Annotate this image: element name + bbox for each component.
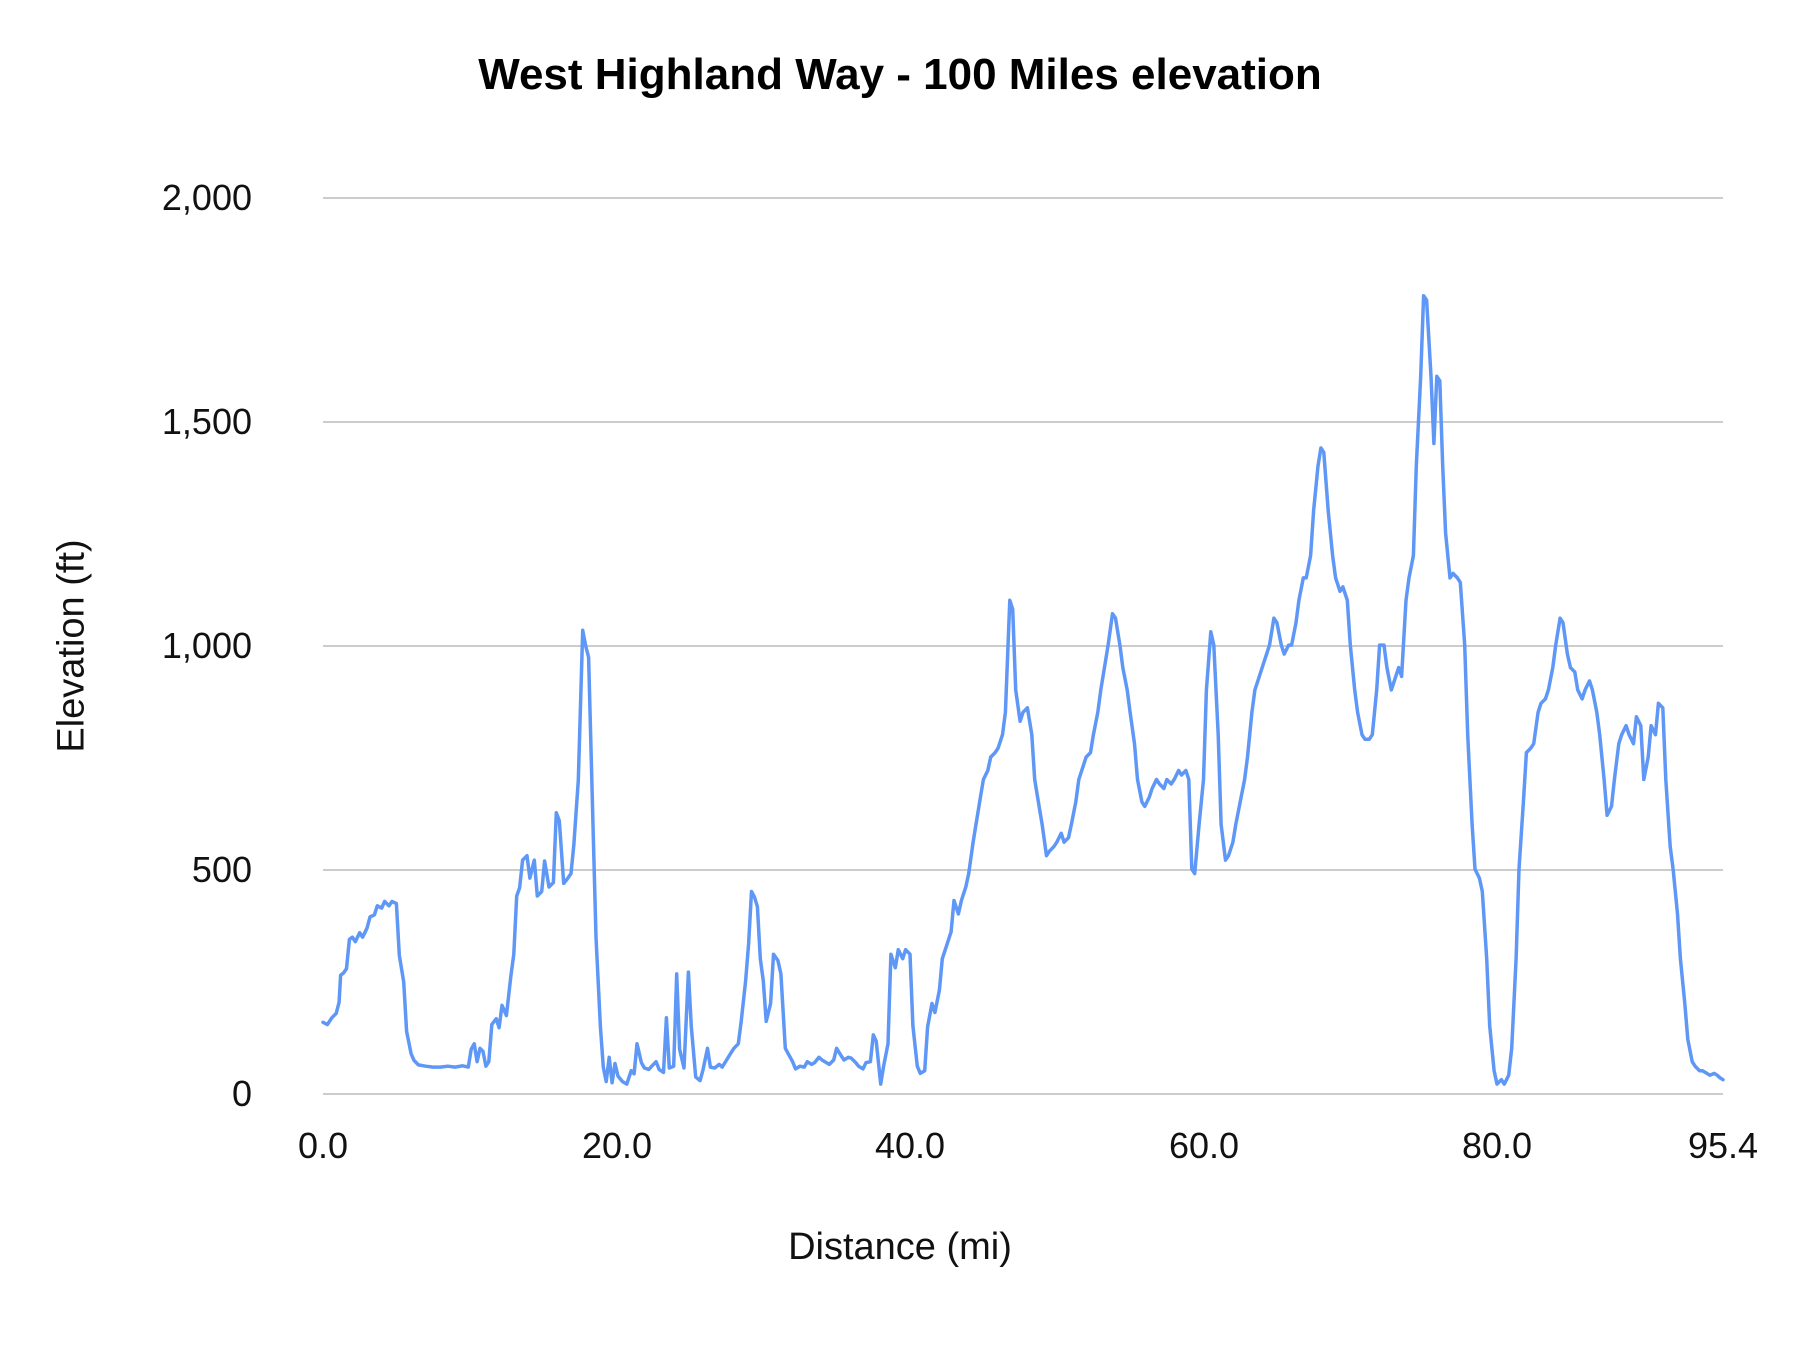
y-tick-label: 2,000 — [161, 177, 252, 218]
x-tick-label: 0.0 — [297, 1125, 349, 1166]
chart-title: West Highland Way - 100 Miles elevation — [478, 50, 1322, 99]
plot-area — [321, 197, 1725, 1095]
x-tick-label: 20.0 — [581, 1125, 653, 1166]
y-tick-label: 500 — [191, 849, 252, 890]
x-tick-label: 40.0 — [874, 1125, 946, 1166]
x-tick-label: 95.4 — [1687, 1125, 1759, 1166]
y-tick-label: 1,000 — [161, 625, 252, 666]
x-axis-title: Distance (mi) — [788, 1226, 1012, 1268]
y-axis-title: Elevation (ft) — [50, 539, 93, 753]
x-tick-label: 80.0 — [1461, 1125, 1533, 1166]
elevation-line-series — [321, 293, 1725, 1086]
y-tick-label: 1,500 — [161, 401, 252, 442]
gridlines — [323, 197, 1723, 1095]
x-tick-label: 60.0 — [1168, 1125, 1240, 1166]
y-tick-label: 0 — [231, 1073, 252, 1114]
